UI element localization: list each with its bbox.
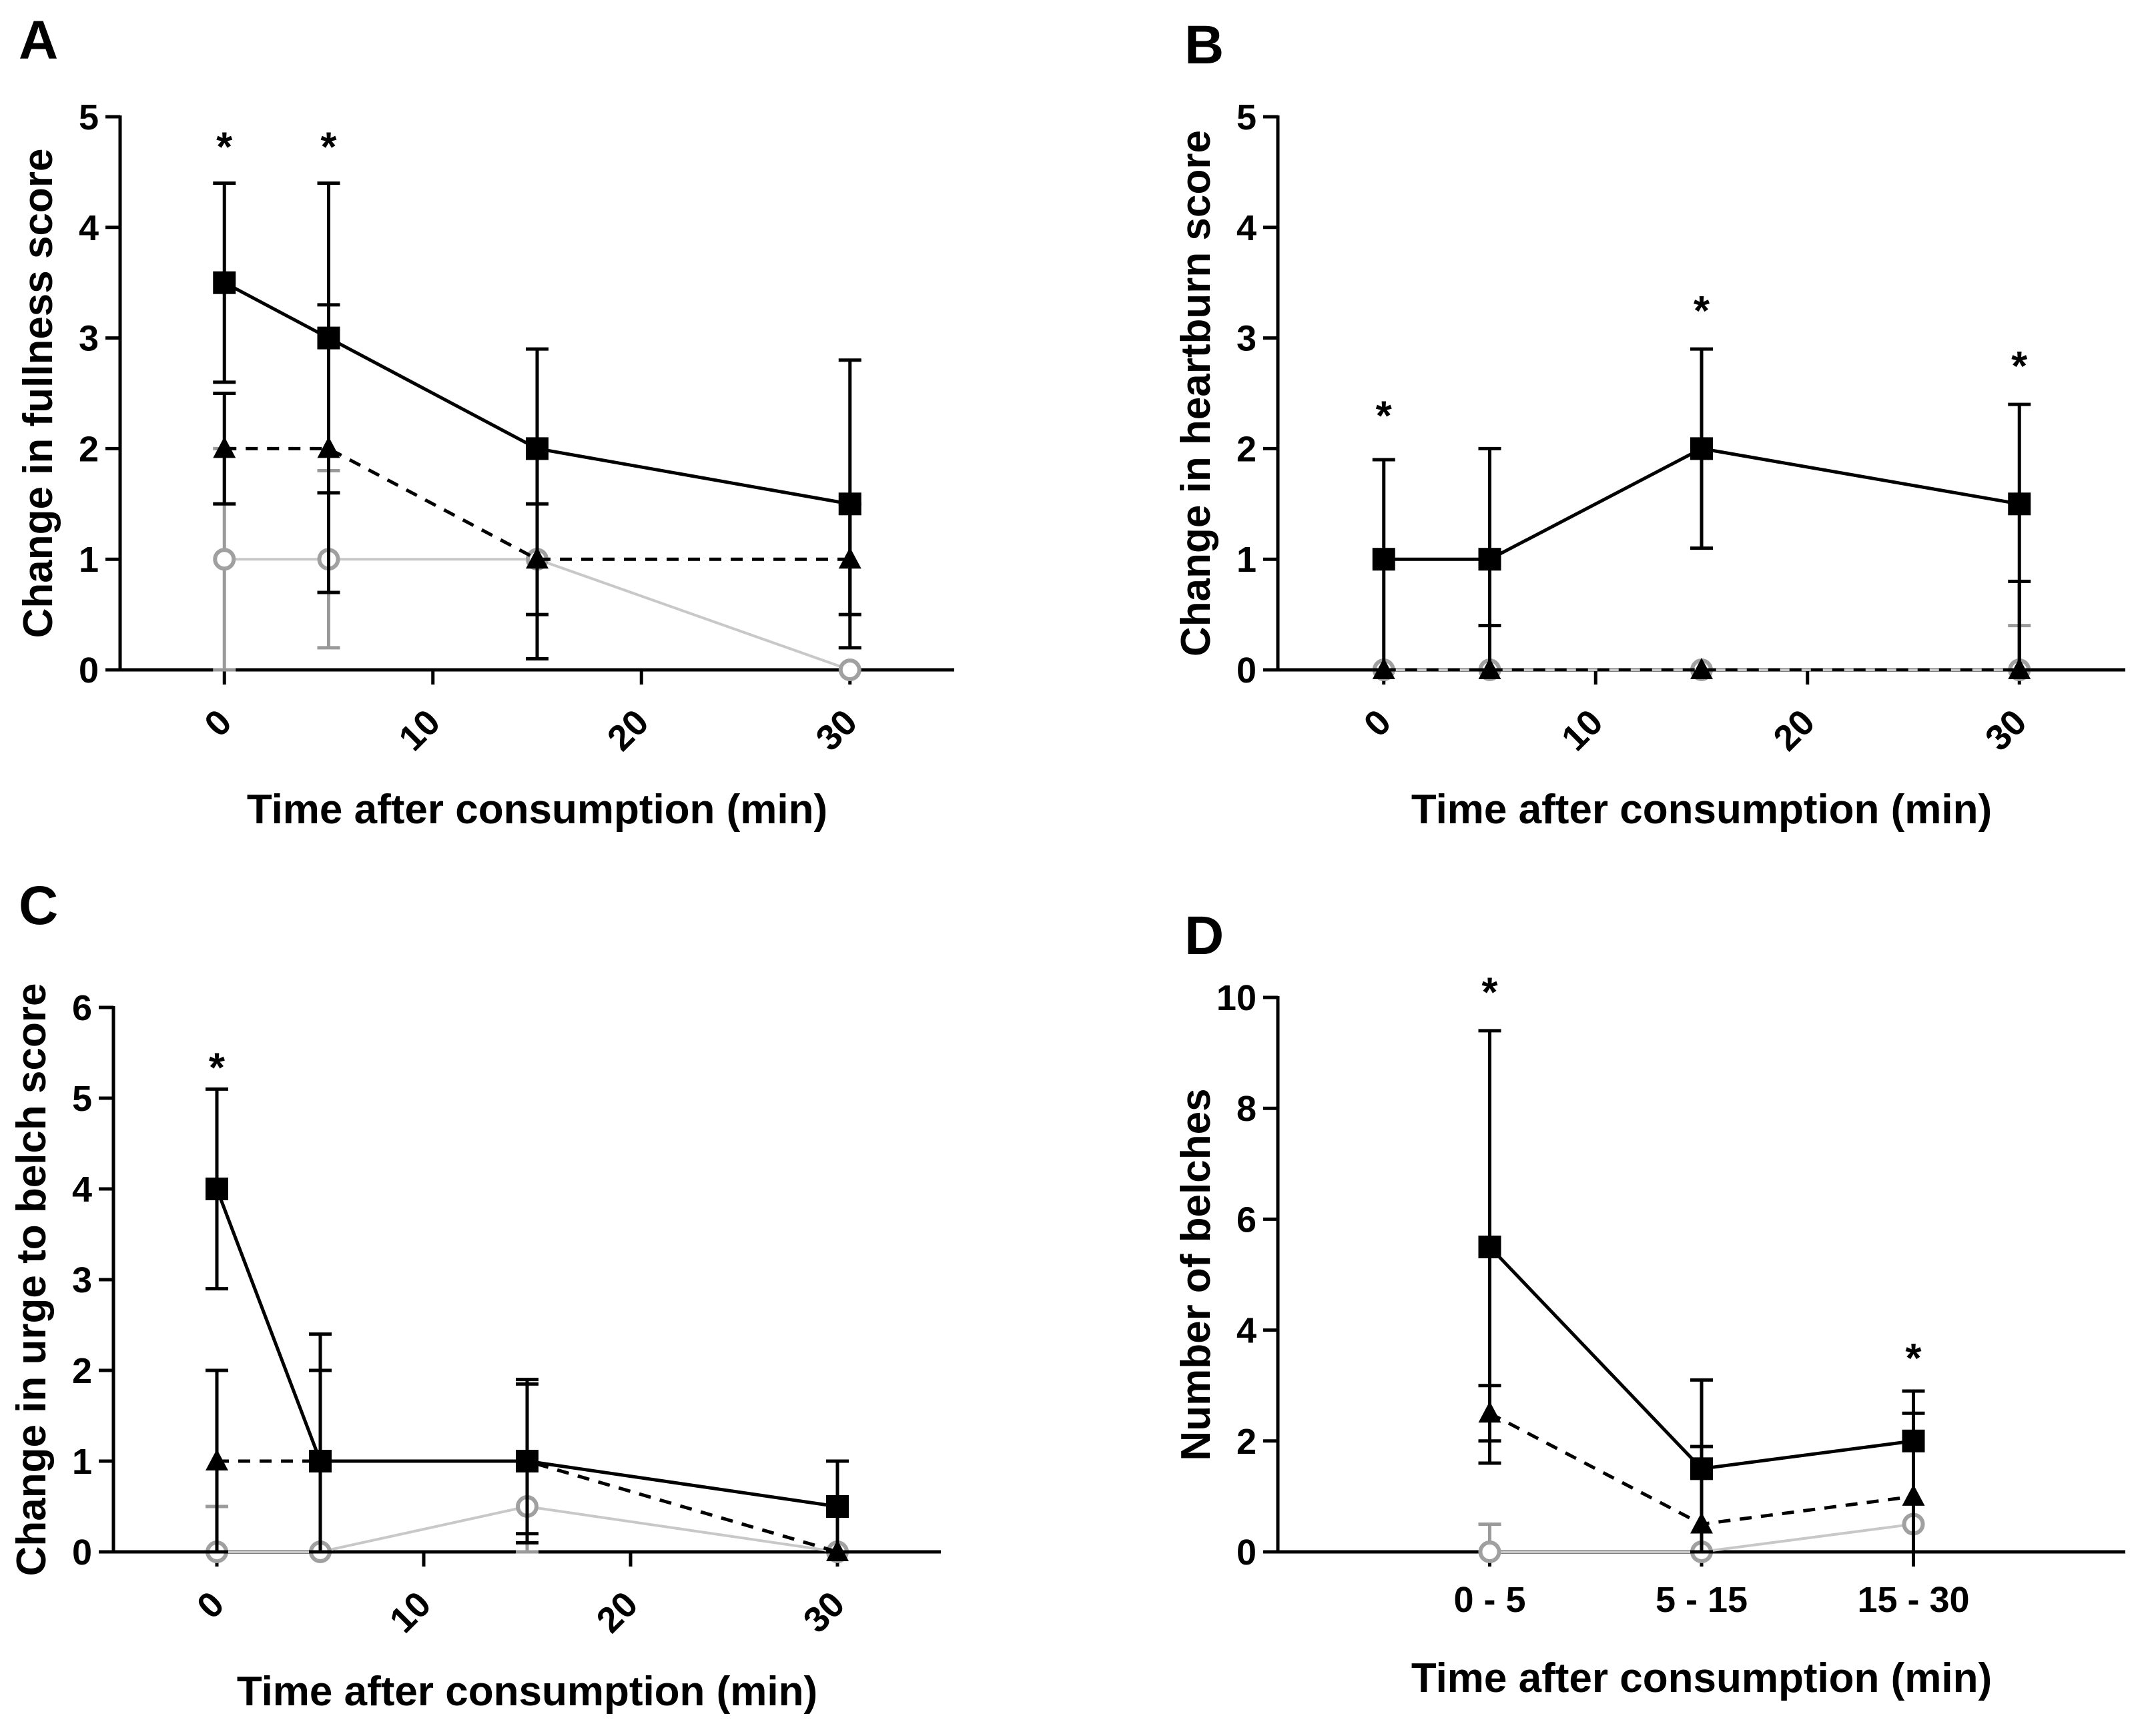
- panel-d: D 0 2 4 6 8 10 0 - 5 5 - 15 15 - 30 Time after con…: [1173, 905, 2125, 1701]
- x-tick-label: 10: [391, 702, 448, 759]
- y-tick-label: 5: [1236, 97, 1256, 137]
- y-axis-label: Change in fullness score: [15, 149, 61, 638]
- data-point-square: [1478, 548, 1501, 571]
- y-tick-label: 2: [72, 1351, 92, 1391]
- y-tick-label: 2: [1236, 1422, 1256, 1462]
- x-tick-label: 5 - 15: [1656, 1580, 1748, 1620]
- x-tick-label: 0: [1357, 702, 1399, 745]
- y-tick-label: 4: [1236, 208, 1256, 248]
- data-point-square: [1372, 548, 1395, 571]
- x-tick-label: 30: [808, 702, 865, 759]
- data-point-square: [516, 1450, 538, 1472]
- data-point-square: [2008, 492, 2031, 516]
- x-axis-label: Time after consumption (min): [247, 787, 827, 833]
- panel-letter-c: C: [19, 875, 58, 936]
- y-tick-label: 6: [72, 988, 92, 1028]
- data-point-square: [309, 1450, 332, 1472]
- series-line: [217, 1459, 838, 1554]
- x-tick-label: 0: [197, 702, 240, 745]
- data-point-square: [1902, 1429, 1925, 1452]
- y-tick-label: 3: [79, 319, 99, 359]
- series-line: [215, 1188, 838, 1508]
- x-tick-label: 10: [382, 1584, 439, 1641]
- y-tick-label: 4: [79, 208, 99, 248]
- x-axis-label: Time after consumption (min): [1411, 787, 1992, 833]
- significance-marker: *: [1905, 1336, 1922, 1382]
- data-point-square: [1690, 437, 1713, 460]
- data-point-square: [838, 492, 861, 516]
- data-point-square: [206, 1178, 228, 1200]
- significance-marker: *: [320, 124, 337, 170]
- panel-letter-d: D: [1184, 905, 1224, 966]
- significance-marker: *: [216, 124, 233, 170]
- data-point-square: [1690, 1457, 1713, 1480]
- y-tick-label: 1: [1236, 540, 1256, 580]
- series-square-solid: [206, 1087, 849, 1554]
- x-tick-label: 10: [1554, 702, 1611, 759]
- significance-marker: *: [1376, 393, 1393, 439]
- series-square-solid: [1478, 1029, 1925, 1554]
- panel-letter-b: B: [1184, 15, 1224, 75]
- series-line: [224, 558, 851, 671]
- y-tick-label: 4: [1236, 1311, 1256, 1351]
- x-tick-label: 20: [589, 1584, 646, 1641]
- data-point-square: [526, 437, 549, 460]
- x-tick-label: 15 - 30: [1857, 1580, 1969, 1620]
- y-tick-label: 5: [72, 1079, 92, 1119]
- x-tick-label: 0 - 5: [1453, 1580, 1525, 1620]
- y-tick-label: 4: [72, 1170, 92, 1210]
- y-tick-label: 1: [79, 540, 99, 580]
- y-tick-label: 2: [1236, 429, 1256, 469]
- y-tick-label: 6: [1236, 1200, 1256, 1240]
- y-tick-label: 5: [79, 97, 99, 137]
- significance-marker: *: [209, 1045, 226, 1092]
- series-square-solid: [213, 181, 861, 661]
- series-triangle-dashed: [1372, 579, 2031, 679]
- y-tick-label: 0: [79, 651, 99, 691]
- series-line: [217, 1504, 838, 1553]
- y-tick-label: 0: [72, 1533, 92, 1573]
- data-point-triangle: [213, 436, 236, 458]
- panel-a: A 0 1 2 3 4 5 0 10 20 30 Time after consumption (mi…: [15, 10, 954, 833]
- data-point-circle: [838, 659, 861, 681]
- x-tick-label: 30: [796, 1584, 853, 1641]
- data-point-square: [317, 326, 340, 350]
- data-point-circle: [213, 548, 236, 571]
- series-line: [224, 281, 851, 506]
- data-point-square: [826, 1495, 849, 1518]
- series-line: [224, 446, 850, 561]
- series-circle-light: [1478, 1512, 1925, 1563]
- data-point-triangle: [1690, 658, 1713, 679]
- x-axis-label: Time after consumption (min): [1411, 1655, 1992, 1701]
- y-tick-label: 0: [1236, 651, 1256, 691]
- y-tick-label: 8: [1236, 1089, 1256, 1129]
- y-tick-label: 2: [79, 429, 99, 469]
- panel-letter-a: A: [19, 10, 58, 71]
- data-point-square: [213, 271, 236, 294]
- y-axis-label: Change in urge to belch score: [9, 983, 55, 1577]
- series-line: [1383, 446, 2020, 561]
- panel-c: C 0 1 2 3 4 5 6 0 10 20 30 Time after consumption (m…: [9, 875, 941, 1715]
- y-axis-label: Change in heartburn score: [1173, 130, 1219, 657]
- y-tick-label: 1: [72, 1442, 92, 1482]
- y-tick-label: 10: [1216, 978, 1256, 1018]
- significance-marker: *: [2011, 344, 2028, 390]
- y-tick-label: 0: [1236, 1533, 1256, 1573]
- x-tick-label: 30: [1978, 702, 2035, 759]
- data-point-circle: [1478, 1541, 1501, 1563]
- x-tick-label: 0: [190, 1584, 232, 1627]
- y-tick-label: 3: [1236, 319, 1256, 359]
- x-tick-label: 20: [600, 702, 657, 759]
- y-tick-label: 3: [72, 1260, 92, 1300]
- x-axis-label: Time after consumption (min): [237, 1669, 817, 1715]
- x-tick-label: 20: [1766, 702, 1822, 759]
- data-point-square: [1478, 1235, 1501, 1258]
- significance-marker: *: [1694, 288, 1710, 334]
- significance-marker: *: [1481, 969, 1498, 1015]
- data-point-triangle: [206, 1449, 228, 1470]
- series-square-solid: [1372, 347, 2031, 672]
- y-axis-label: Number of belches: [1173, 1088, 1219, 1460]
- panel-b: B 0 1 2 3 4 5 0 10 20 30 Time after consumption (mi…: [1173, 15, 2125, 833]
